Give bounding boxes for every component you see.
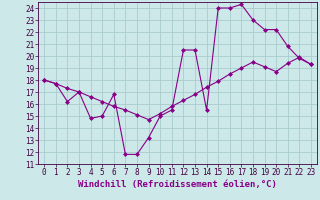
- X-axis label: Windchill (Refroidissement éolien,°C): Windchill (Refroidissement éolien,°C): [78, 180, 277, 189]
